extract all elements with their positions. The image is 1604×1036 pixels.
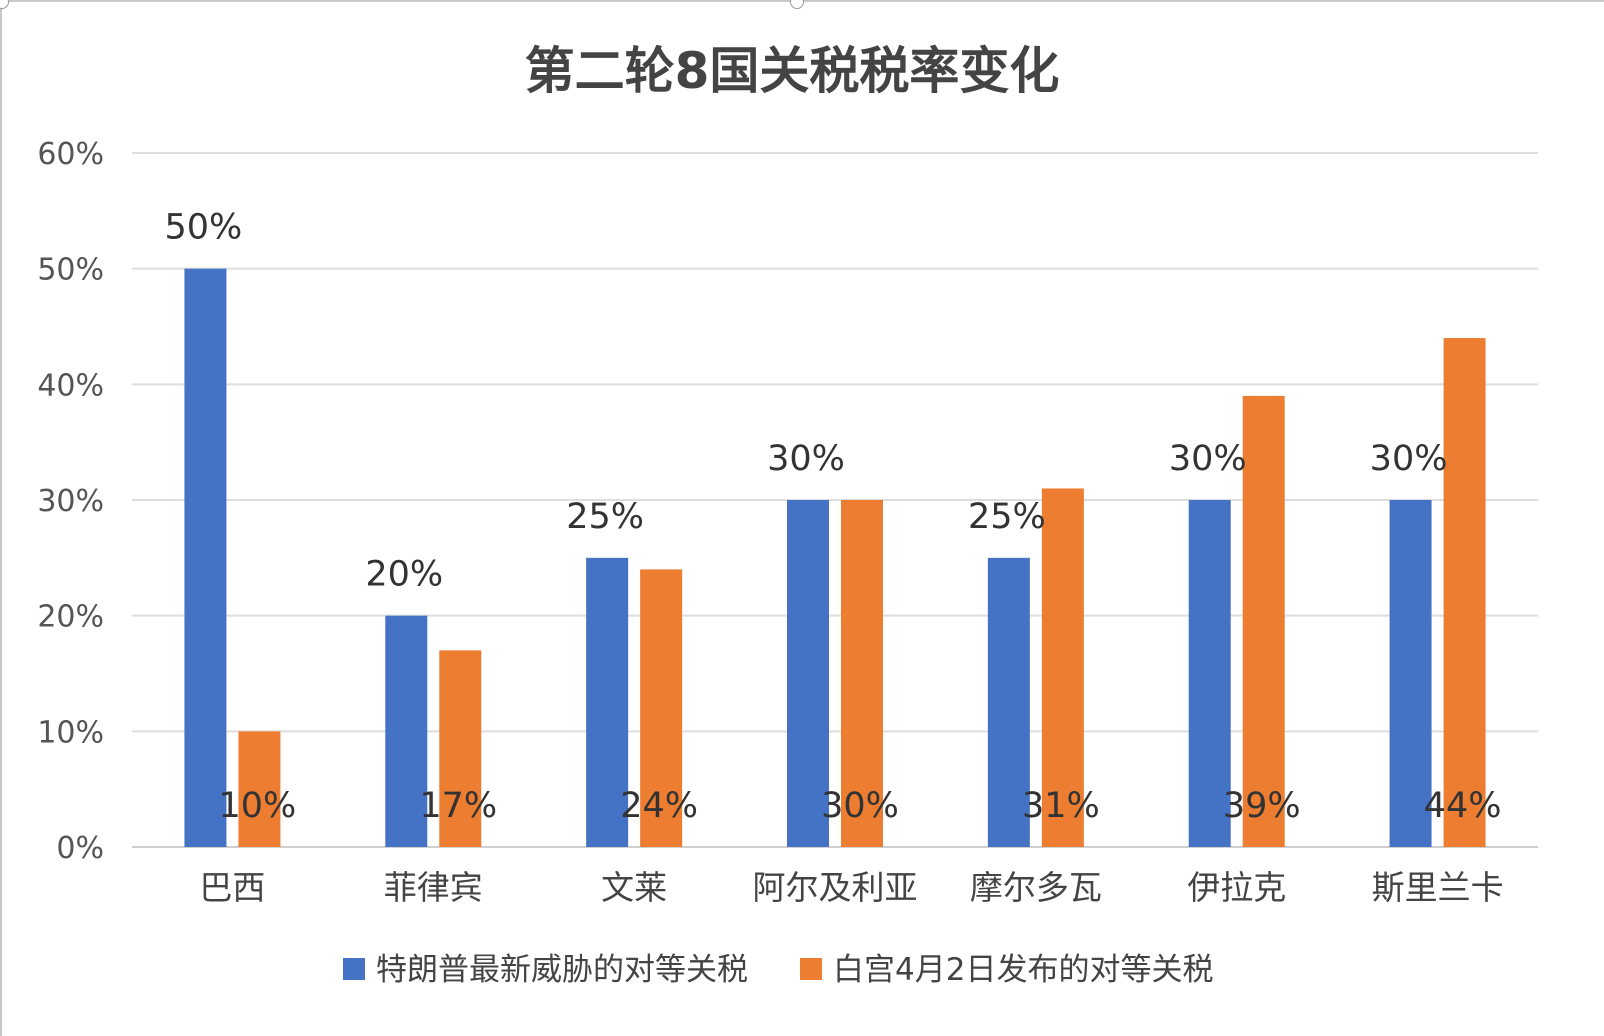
bar-blue	[385, 615, 428, 847]
bar-orange	[640, 569, 683, 847]
y-tick-label: 30%	[37, 484, 104, 519]
data-label-orange: 24%	[620, 786, 698, 826]
data-label-blue: 25%	[566, 497, 644, 537]
bar-orange	[1242, 395, 1285, 847]
category-label: 阿尔及利亚	[753, 868, 918, 907]
category-label: 文莱	[601, 868, 667, 907]
data-label-orange: 10%	[219, 786, 297, 826]
y-tick-label: 10%	[37, 715, 104, 750]
data-label-blue: 30%	[1169, 439, 1247, 479]
data-label-orange: 31%	[1022, 786, 1100, 826]
resize-handle-top-center[interactable]	[790, 0, 804, 9]
y-tick-label: 20%	[37, 600, 104, 635]
data-label-orange: 44%	[1424, 786, 1502, 826]
bars	[184, 268, 1486, 848]
legend: 特朗普最新威胁的对等关税 白宫4月2日发布的对等关税	[343, 952, 1213, 988]
data-label-blue: 30%	[1370, 439, 1448, 479]
bar-blue	[184, 268, 227, 848]
data-labels: 50% 10% 20% 17% 25% 24% 30% 30% 25% 31% 30% 39% 30% 4…	[165, 208, 1502, 826]
gridlines	[132, 152, 1538, 848]
legend-swatch-orange	[800, 958, 822, 980]
x-axis-category-labels: 巴西 菲律宾 文莱 阿尔及利亚 摩尔多瓦 伊拉克 斯里兰卡	[199, 868, 1503, 907]
bar-blue	[1188, 500, 1231, 847]
bar-orange	[439, 650, 482, 847]
bar-blue	[1389, 500, 1432, 847]
data-label-blue: 20%	[365, 555, 443, 595]
bar-orange	[1443, 338, 1486, 847]
bar-orange	[1041, 488, 1084, 847]
bar-orange	[841, 500, 883, 847]
category-label: 摩尔多瓦	[970, 868, 1102, 907]
data-label-blue: 30%	[767, 439, 845, 479]
bar-blue	[586, 557, 629, 847]
legend-swatch-blue	[343, 958, 365, 980]
y-tick-label: 60%	[37, 137, 104, 172]
data-label-orange: 30%	[821, 786, 899, 826]
category-label: 菲律宾	[384, 868, 483, 907]
data-label-orange: 39%	[1223, 786, 1301, 826]
legend-label: 白宫4月2日发布的对等关税	[833, 952, 1213, 988]
resize-handle-top-left[interactable]	[0, 0, 9, 9]
y-axis-tick-labels: 0% 10% 20% 30% 40% 50% 60%	[37, 137, 104, 866]
data-label-blue: 25%	[968, 497, 1046, 537]
bar-blue	[987, 557, 1030, 847]
y-tick-label: 0%	[56, 831, 104, 866]
data-label-blue: 50%	[165, 208, 243, 248]
y-tick-label: 50%	[37, 253, 104, 288]
category-label: 巴西	[199, 868, 265, 907]
legend-label: 特朗普最新威胁的对等关税	[376, 952, 748, 988]
bar-orange	[238, 731, 281, 847]
category-label: 斯里兰卡	[1372, 868, 1504, 907]
bar-blue	[787, 500, 829, 847]
data-label-orange: 17%	[419, 786, 497, 826]
chart-title: 第二轮8国关税税率变化	[525, 42, 1060, 100]
y-tick-label: 40%	[37, 368, 104, 403]
category-label: 伊拉克	[1187, 868, 1286, 907]
